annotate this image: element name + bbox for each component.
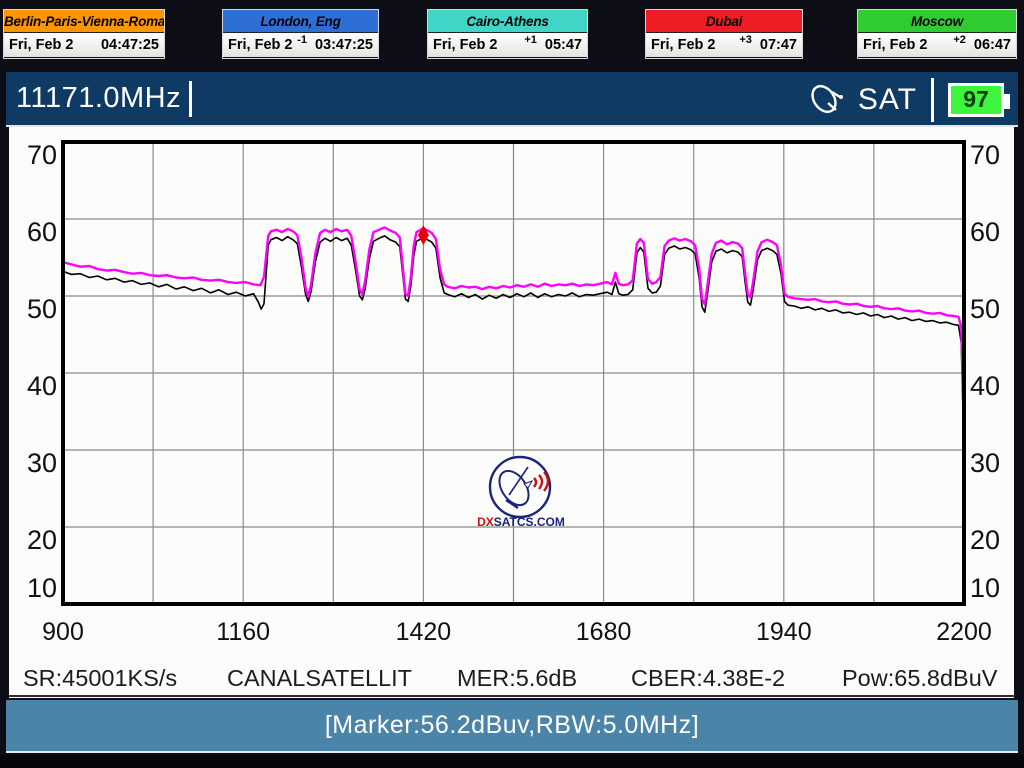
marker-readout: [Marker:56.2dBuv,RBW:5.0MHz] — [324, 711, 700, 739]
clock-date: Fri, Feb 2 — [863, 37, 928, 53]
clock-utc-offset: -1 — [297, 34, 307, 46]
frequency-header-bar: 11171.0MHz SAT 97 — [6, 72, 1018, 127]
x-axis-tick-label: 1940 — [755, 618, 812, 646]
clock-time: 04:47:25 — [100, 37, 159, 53]
satellite-dish-icon — [811, 84, 843, 113]
x-axis-tick-label: 2200 — [936, 618, 992, 646]
y-axis-tick-label: 30 — [970, 448, 1001, 478]
marker-status-bar: [Marker:56.2dBuv,RBW:5.0MHz] — [6, 700, 1018, 753]
y-axis-tick-label: 10 — [970, 573, 1001, 603]
clock-city-label: London, Eng — [223, 10, 378, 33]
screen-bottom-edge — [0, 755, 1024, 768]
clock-datetime: Fri, Feb 2 +2 06:47 — [858, 33, 1016, 57]
clock-utc-offset: +1 — [524, 34, 537, 46]
y-axis-tick-label: 50 — [26, 294, 57, 324]
y-axis-tick-label: 50 — [970, 294, 1001, 324]
x-axis-tick-label: 900 — [42, 618, 84, 646]
clock-utc-offset: +3 — [739, 34, 752, 46]
x-axis-tick-label: 1420 — [395, 618, 452, 646]
y-axis-tick-label: 70 — [26, 140, 57, 170]
header-right-group: SAT 97 — [806, 72, 1010, 127]
clock-berlin: Berlin-Paris-Vienna-Roma Fri, Feb 2 04:4… — [3, 9, 165, 59]
x-axis-tick-label: 1160 — [216, 618, 271, 646]
clock-dubai: Dubai Fri, Feb 2 +3 07:47 — [645, 9, 803, 59]
world-clock-bar: Berlin-Paris-Vienna-Roma Fri, Feb 2 04:4… — [0, 0, 1024, 66]
clock-moscow: Moscow Fri, Feb 2 +2 06:47 — [857, 9, 1017, 59]
dxsatcs-logo: DXSATCS.COM — [477, 455, 565, 529]
power-readout: Pow:65.8dBuV — [842, 665, 998, 691]
x-axis-tick-label: 1680 — [575, 618, 632, 646]
clock-date: Fri, Feb 2 — [9, 37, 74, 53]
y-axis-tick-label: 20 — [26, 525, 57, 555]
y-axis-tick-label: 60 — [970, 217, 1001, 247]
y-axis-tick-label: 70 — [970, 140, 1001, 170]
clock-cairo-athens: Cairo-Athens Fri, Feb 2 +1 05:47 — [427, 9, 588, 59]
status-divider-line — [9, 695, 1014, 697]
y-axis-tick-label: 60 — [26, 217, 57, 247]
y-axis-tick-label: 10 — [26, 573, 57, 603]
clock-time: 05:47 — [544, 37, 582, 53]
frequency-input-cursor — [189, 80, 193, 117]
header-separator — [931, 77, 934, 122]
clock-london: London, Eng Fri, Feb 2 -1 03:47:25 — [222, 9, 379, 59]
reference-trace — [62, 235, 965, 443]
clock-datetime: Fri, Feb 2 +3 07:47 — [646, 33, 802, 57]
mer-readout: MER:5.6dB — [457, 665, 578, 691]
clock-datetime: Fri, Feb 2 -1 03:47:25 — [223, 33, 378, 57]
y-axis-tick-label: 20 — [970, 525, 1001, 555]
clock-date: Fri, Feb 2 — [228, 37, 293, 53]
clock-time: 07:47 — [759, 37, 797, 53]
clock-utc-offset: +2 — [953, 34, 966, 46]
symbol-rate-readout: SR:45001KS/s — [23, 665, 178, 691]
frequency-readout[interactable]: 11171.0MHz — [16, 82, 182, 114]
spectrum-plot[interactable] — [9, 127, 1014, 698]
battery-indicator: 97 — [948, 82, 1010, 117]
clock-time: 06:47 — [973, 37, 1011, 53]
y-axis-tick-label: 30 — [26, 448, 57, 478]
y-axis-tick-label: 40 — [26, 371, 57, 401]
y-axis-tick-label: 40 — [970, 371, 1001, 401]
clock-city-label: Berlin-Paris-Vienna-Roma — [4, 10, 164, 33]
clock-date: Fri, Feb 2 — [433, 37, 498, 53]
battery-nub — [1004, 93, 1010, 109]
clock-city-label: Dubai — [646, 10, 802, 33]
cber-readout: CBER:4.38E-2 — [631, 665, 786, 691]
clock-city-label: Cairo-Athens — [428, 10, 587, 33]
clock-time: 03:47:25 — [314, 37, 373, 53]
plot-frame — [61, 140, 966, 606]
clock-datetime: Fri, Feb 2 +1 05:47 — [428, 33, 587, 57]
clock-date: Fri, Feb 2 — [651, 37, 716, 53]
live-trace — [62, 226, 966, 447]
marker-diamond[interactable] — [417, 225, 429, 246]
svg-text:DXSATCS.COM: DXSATCS.COM — [477, 515, 565, 529]
service-name-readout: CANALSATELLIT — [227, 665, 413, 691]
clock-datetime: Fri, Feb 2 04:47:25 — [4, 33, 164, 57]
sat-mode-label[interactable]: SAT — [857, 82, 917, 116]
clock-city-label: Moscow — [858, 10, 1016, 33]
spectrum-panel: DXSATCS.COM SR:45001KS/s CANALSATELLIT M… — [9, 127, 1014, 698]
battery-percent: 97 — [963, 86, 989, 112]
